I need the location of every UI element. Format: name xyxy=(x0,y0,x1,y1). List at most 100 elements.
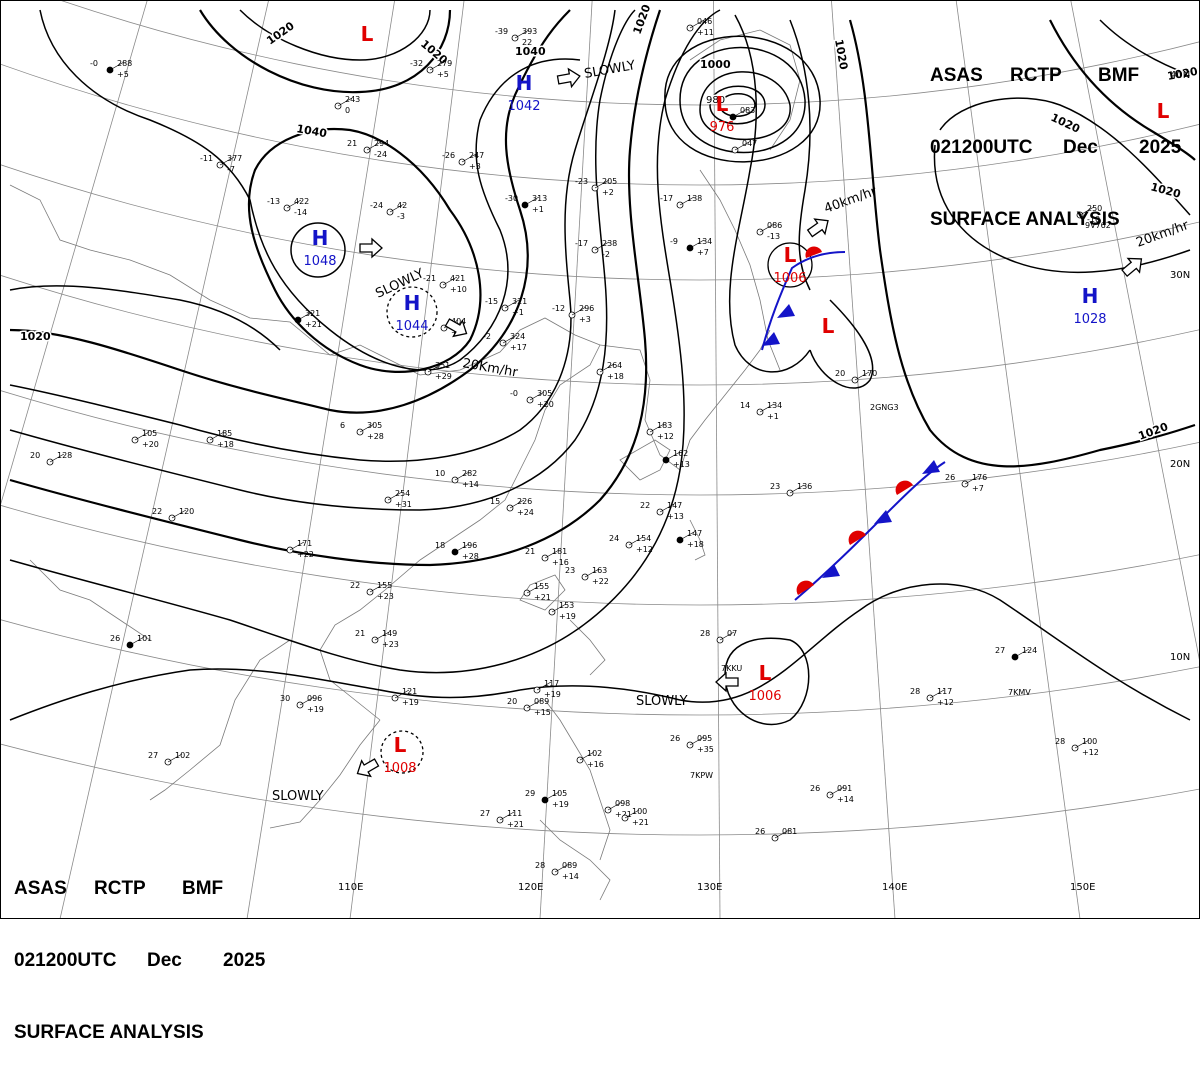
wind-barb xyxy=(594,179,610,189)
wind-barb xyxy=(429,61,445,71)
wind-barb xyxy=(551,603,567,613)
station-pressure: 321 xyxy=(512,297,527,306)
station-pressure: 404 xyxy=(451,317,466,326)
wind-barb xyxy=(454,543,470,553)
station-pressure: 120 xyxy=(179,507,194,516)
station-plot: -23 205 +2 xyxy=(575,177,617,197)
low-pressure-center: L 1006 xyxy=(748,661,781,704)
latitude-label: 20N xyxy=(1170,459,1190,470)
station-plot: -17 138 xyxy=(660,194,702,209)
header-year: 2025 xyxy=(1139,137,1182,158)
station-pressure: 294 xyxy=(374,139,389,148)
station-tendency: +11 xyxy=(697,28,714,37)
station-pressure: 250 xyxy=(1087,204,1102,213)
meridian xyxy=(713,0,721,919)
wind-barb xyxy=(286,199,302,209)
station-plot: -11 377 -7 xyxy=(200,154,242,174)
wind-barb xyxy=(1074,739,1090,749)
isobar xyxy=(664,35,821,163)
station-tendency: +19 xyxy=(552,800,569,809)
station-plot: 155+21 xyxy=(523,582,551,602)
wind-barb xyxy=(579,751,595,761)
low-symbol: L xyxy=(716,92,729,116)
station-pressure: 089 xyxy=(534,697,549,706)
high-pressure-center: H 1044 xyxy=(395,291,428,334)
station-tendency: +19 xyxy=(559,612,576,621)
station-temp: 21 xyxy=(525,547,535,556)
parallel xyxy=(0,619,1200,716)
low-pressure-center: L 1008 xyxy=(383,733,416,776)
station-pressure: 42 xyxy=(397,201,407,210)
isobar xyxy=(767,242,813,288)
coastline xyxy=(519,574,566,611)
station-pressure: 279 xyxy=(437,59,452,68)
station-pressure: 288 xyxy=(117,59,132,68)
wind-barb xyxy=(689,19,705,29)
central-pressure: 1006 xyxy=(748,689,781,704)
station-temp: 20 xyxy=(507,697,517,706)
high-symbol: H xyxy=(1082,284,1099,308)
station-pressure: 105 xyxy=(552,789,567,798)
station-pressure: 111 xyxy=(507,809,522,818)
station-pressure: 282 xyxy=(462,469,477,478)
meridian xyxy=(831,0,896,919)
coastline xyxy=(689,519,706,561)
station-plot: 23 136 xyxy=(770,482,812,497)
isobar xyxy=(848,19,1196,468)
cold-front-symbol xyxy=(762,332,780,346)
wind-barb xyxy=(659,503,675,513)
station-pressure: 100 xyxy=(1082,737,1097,746)
wind-barb xyxy=(442,276,458,286)
station-temp: 20 xyxy=(835,369,845,378)
station-pressure: 321 xyxy=(305,309,320,318)
station-pressure: 176 xyxy=(972,473,987,482)
station-plot: 254+31 xyxy=(384,489,412,509)
coastline xyxy=(9,184,601,376)
header-product: BMF xyxy=(1098,65,1140,86)
station-tendency: +23 xyxy=(377,592,394,601)
warm-front-symbol xyxy=(848,530,866,545)
station-tendency: +16 xyxy=(552,558,569,567)
station-pressure: 134 xyxy=(697,237,712,246)
station-tendency: +12 xyxy=(636,545,653,554)
coastline xyxy=(319,344,601,721)
station-plot: -0 288 +5 xyxy=(90,59,132,79)
station-tendency: +16 xyxy=(587,760,604,769)
wind-barb xyxy=(374,631,390,641)
wind-barb xyxy=(649,423,665,433)
station-plot: 083 xyxy=(729,106,755,121)
wind-barb xyxy=(524,196,540,206)
station-plot: 121+19 xyxy=(391,687,419,707)
central-pressure: 1008 xyxy=(383,761,416,776)
station-tendency: +10 xyxy=(450,285,467,294)
station-plot: 15 226 +24 xyxy=(490,497,534,517)
station-plot: -0 305 +20 xyxy=(510,389,554,409)
wind-barb xyxy=(544,791,560,801)
central-pressure: 1048 xyxy=(303,254,336,269)
station-temp: 21 xyxy=(355,629,365,638)
header-month: Dec xyxy=(1063,137,1098,158)
station-temp: -17 xyxy=(575,239,588,248)
station-temp: 6 xyxy=(340,421,345,430)
station-temp: 28 xyxy=(1055,737,1065,746)
low-pressure-center: L 976 xyxy=(710,92,735,135)
meridian xyxy=(539,0,593,919)
isobar xyxy=(1099,19,1191,76)
wind-barb xyxy=(514,29,530,39)
station-plot: 117+19 xyxy=(533,679,561,699)
coastline xyxy=(569,619,606,676)
station-pressure: 247 xyxy=(469,151,484,160)
longitude-label: 120E xyxy=(518,882,543,893)
high-symbol: H xyxy=(516,71,533,95)
station-tendency: +28 xyxy=(462,552,479,561)
station-plot: 26 091 +14 xyxy=(810,784,854,804)
station-temp: -11 xyxy=(200,154,213,163)
station-temp: -32 xyxy=(410,59,423,68)
wind-barb xyxy=(504,299,520,309)
station-pressure: 147 xyxy=(687,529,702,538)
station-plot: -21 421 +10 xyxy=(423,274,467,294)
station-plot: 185+18 xyxy=(206,429,234,449)
parallel xyxy=(0,164,1200,281)
station-pressure: 117 xyxy=(937,687,952,696)
station-pressure: 254 xyxy=(395,489,410,498)
